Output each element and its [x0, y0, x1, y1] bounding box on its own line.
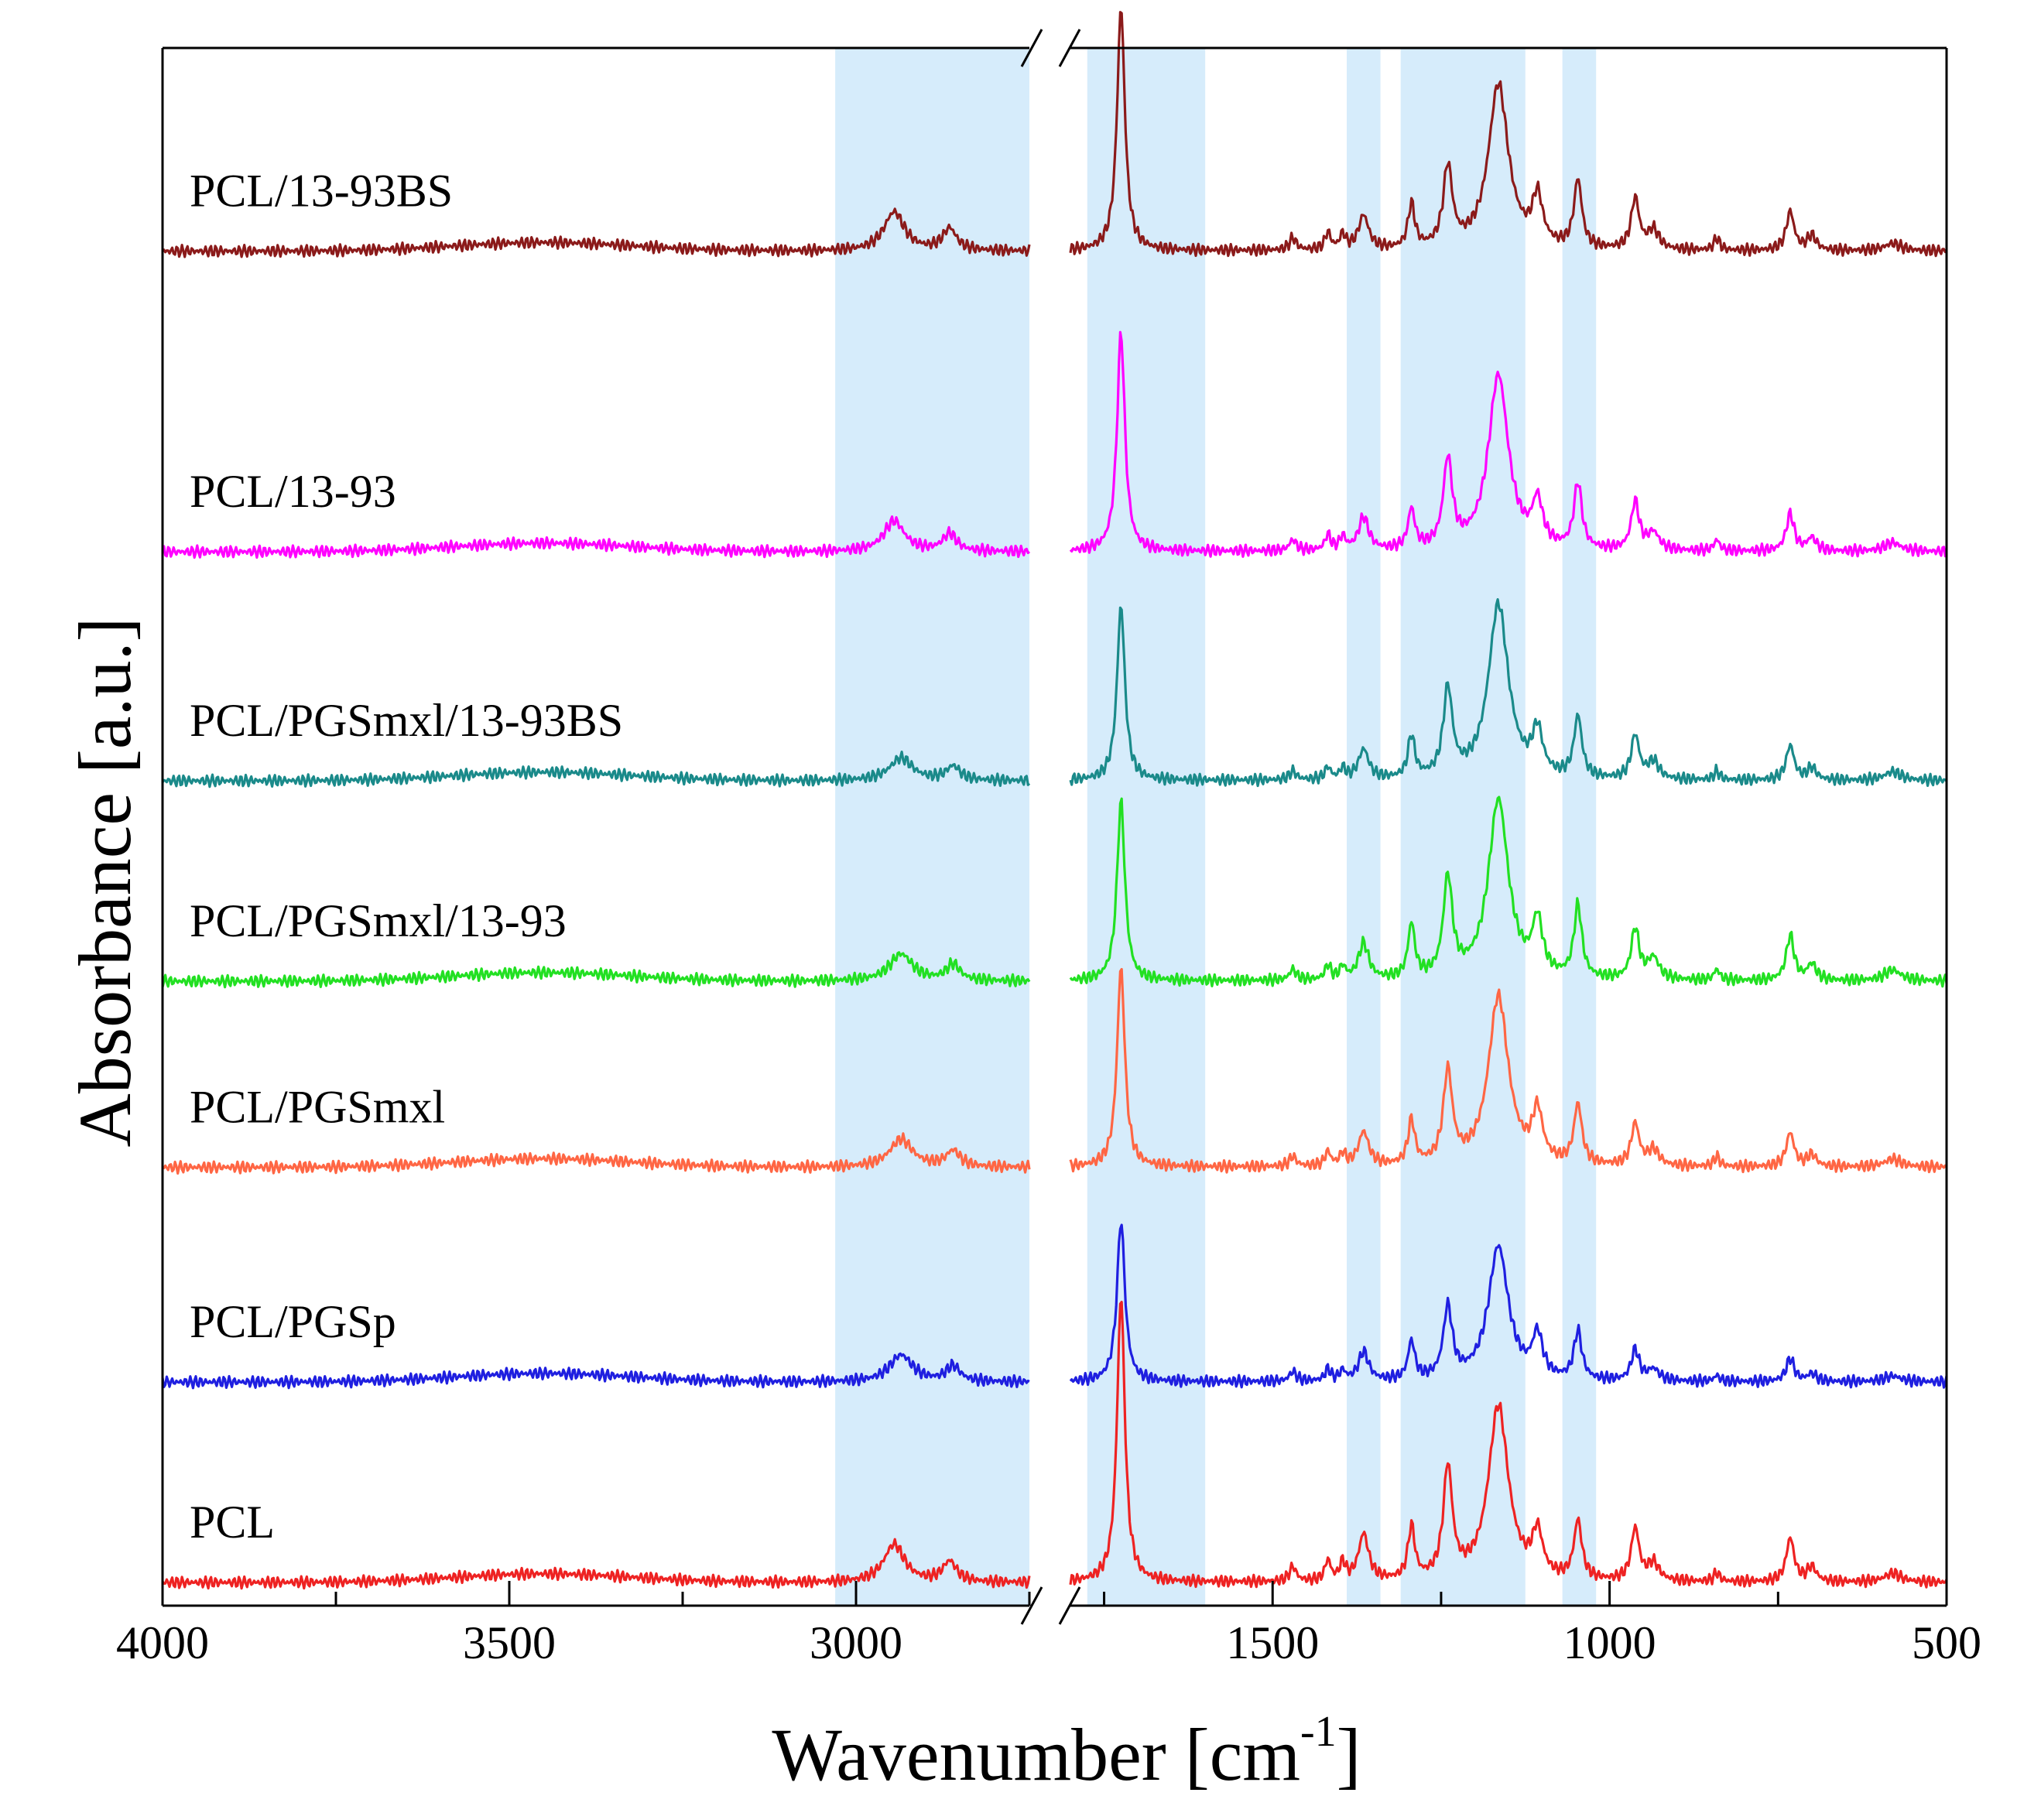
series-label-pcl-pgsmxl-13-93bs: PCL/PGSmxl/13-93BS [190, 695, 623, 746]
axis-break-mark-bottom-1 [1020, 1586, 1043, 1625]
series-pcl-pgsmxl [162, 967, 1948, 1175]
series-line-pcl-pgsmxl-low [1069, 967, 1948, 1174]
highlight-band-2 [1087, 48, 1206, 1606]
series-label-pcl-pgsmxl: PCL/PGSmxl [190, 1082, 445, 1133]
y-axis-title: Absorbance [a.u.] [63, 617, 146, 1147]
highlight-band-1 [835, 48, 1029, 1606]
spectra-series [161, 11, 1948, 1590]
series-line-pcl-13-93-high [161, 515, 1031, 559]
x-tick-label-1500: 1500 [1226, 1617, 1319, 1668]
x-tick-label-3500: 3500 [463, 1617, 556, 1668]
series-line-pcl-pgsmxl-13-93bs-low [1069, 598, 1948, 788]
series-line-pcl-pgsmxl-13-93bs-high [161, 751, 1031, 789]
series-labels: PCL/13-93BS PCL/13-93 PCL/PGSmxl/13-93BS PC… [190, 166, 623, 1548]
series-pcl [161, 1301, 1948, 1590]
highlight-band-5 [1562, 48, 1597, 1606]
series-pcl-pgsp [161, 1223, 1948, 1390]
series-line-pcl-pgsmxl-13-93-high [161, 951, 1031, 989]
x-tick-label-500: 500 [1912, 1617, 1981, 1668]
highlight-bands [835, 48, 1597, 1606]
x-tick-label-1000: 1000 [1563, 1617, 1656, 1668]
series-pcl-13-93bs [162, 11, 1948, 258]
x-axis-title: Wavenumber [cm-1] [772, 1708, 1361, 1796]
axis-break-mark-top-1 [1020, 29, 1043, 67]
series-label-pcl-pgsmxl-13-93: PCL/PGSmxl/13-93 [190, 895, 567, 946]
series-line-pcl-13-93-low [1069, 330, 1948, 558]
axis-break-mark-top-2 [1058, 29, 1081, 67]
series-label-pcl-pgsp: PCL/PGSp [190, 1296, 396, 1347]
series-line-pcl-high [161, 1538, 1031, 1590]
series-line-pcl-pgsp-low [1069, 1223, 1948, 1389]
series-line-pcl-13-93bs-low [1069, 11, 1948, 258]
plot-frame [161, 29, 1948, 1625]
series-pcl-pgsmxl-13-93 [161, 795, 1948, 989]
axis-break-mark-bottom-2 [1058, 1586, 1081, 1625]
series-pcl-13-93 [161, 330, 1948, 559]
series-line-pcl-13-93bs-high [162, 207, 1031, 258]
series-label-pcl-13-93: PCL/13-93 [190, 466, 396, 517]
x-tick-label-3000: 3000 [810, 1617, 902, 1668]
series-line-pcl-pgsmxl-high [162, 1132, 1031, 1175]
series-line-pcl-low [1069, 1301, 1948, 1589]
highlight-band-4 [1400, 48, 1526, 1606]
series-label-pcl: PCL [190, 1497, 275, 1548]
x-tick-label-4000: 4000 [116, 1617, 209, 1668]
series-line-pcl-pgsmxl-13-93-low [1069, 795, 1948, 988]
x-axis-ticks: 4000 3500 3000 1500 1000 500 [116, 1581, 1981, 1668]
series-pcl-pgsmxl-13-93bs [161, 598, 1948, 789]
series-line-pcl-pgsp-high [161, 1352, 1030, 1390]
series-label-pcl-13-93bs: PCL/13-93BS [190, 166, 453, 217]
